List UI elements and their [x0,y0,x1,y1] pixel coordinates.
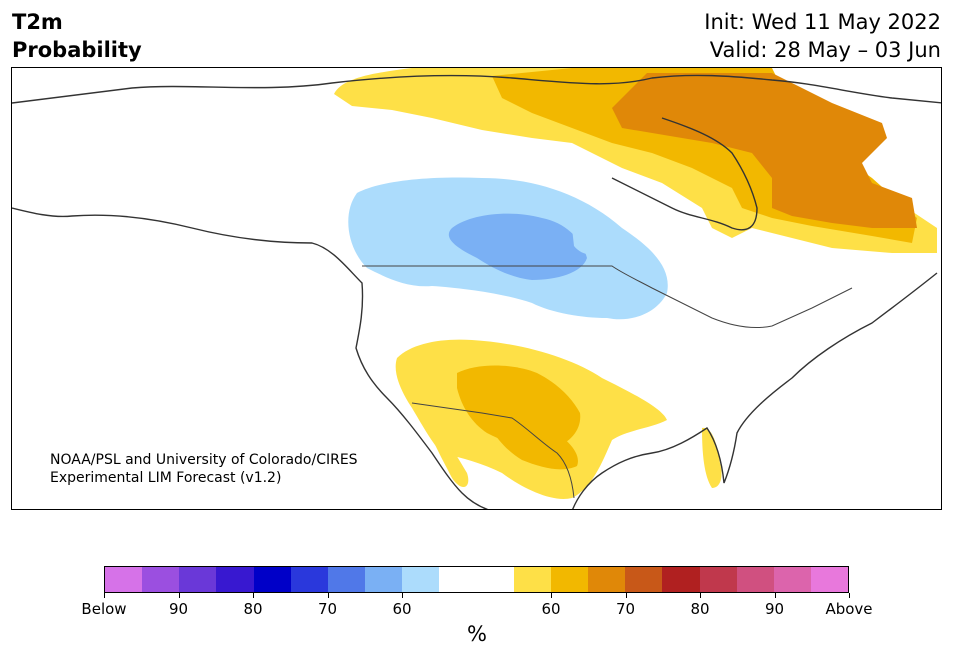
colorbar-swatch [216,567,254,592]
colorbar-tick-label: 60 [541,600,561,618]
colorbar-swatch [513,567,551,592]
colorbar-tick-mark [551,593,552,598]
colorbar-tick-mark [625,593,627,598]
colorbar-tick-label: 80 [690,600,710,618]
colorbar-tick-mark [402,593,403,598]
colorbar-swatch [773,567,811,592]
colorbar-tick-mark [104,593,105,598]
colorbar-tick-mark [253,593,254,598]
colorbar-swatch [439,567,477,592]
colorbar-tick-label: Above [825,600,873,618]
colorbar-swatch [365,567,403,592]
colorbar-swatch [625,567,663,592]
colorbar-tick-label: 80 [243,600,263,618]
colorbar-swatch [588,567,626,592]
colorbar-unit: % [467,622,487,646]
colorbar-tick-mark [700,593,701,598]
valid-range: Valid: 28 May – 03 Jun [709,38,941,62]
colorbar-swatch [699,567,737,592]
colorbar-swatch [142,567,180,592]
colorbar-tick-label: Below [81,600,127,618]
region-florida-yellow [702,427,722,488]
colorbar-swatch [550,567,589,592]
border-us-canada [362,265,853,329]
colorbar-swatch [290,567,328,592]
colorbar-swatch [327,567,366,592]
colorbar-swatch [476,567,514,592]
credit-text: NOAA/PSL and University of Colorado/CIRE… [50,451,358,487]
colorbar-swatch [810,567,849,592]
border-us-mexico [411,402,575,499]
colorbar [104,566,849,593]
colorbar-swatch [179,567,217,592]
colorbar-tick-mark [774,593,776,598]
region-plains-midblue [448,213,587,280]
colorbar-tick-label: 90 [764,600,785,618]
colorbar-tick-label: 60 [392,600,412,618]
credit-line-2: Experimental LIM Forecast (v1.2) [50,470,282,486]
colorbar-tick-mark [178,593,180,598]
region-canada-orange [612,73,917,228]
region-baja-yellow [422,408,469,488]
colorbar-tick-mark [849,593,850,598]
coastline-hudson [611,117,758,231]
colorbar-swatch [402,567,440,592]
colorbar-swatch [736,567,774,592]
coastline-arctic [12,74,941,104]
map-canvas [12,68,941,509]
credit-line-1: NOAA/PSL and University of Colorado/CIRE… [50,452,358,468]
colorbar-swatch [253,567,291,592]
product-label: Probability [12,38,142,62]
region-texas-gold [477,398,578,470]
forecast-dates: Init: Wed 11 May 2022 Valid: 28 May – 03… [704,8,941,64]
colorbar-swatch [662,567,700,592]
variable-label: T2m [12,10,63,34]
coastline-west [12,207,489,509]
coastline-gulf [572,272,938,509]
colorbar-tick-label: 70 [615,600,636,618]
map-title: T2m Probability [12,8,142,64]
colorbar-tick-label: 90 [168,600,189,618]
region-hudson-lightblue [572,226,602,255]
colorbar-swatch [105,567,143,592]
init-date: Init: Wed 11 May 2022 [704,10,941,34]
colorbar-tick-mark [327,593,329,598]
forecast-map[interactable]: NOAA/PSL and University of Colorado/CIRE… [11,67,942,510]
colorbar-tick-label: 70 [317,600,338,618]
